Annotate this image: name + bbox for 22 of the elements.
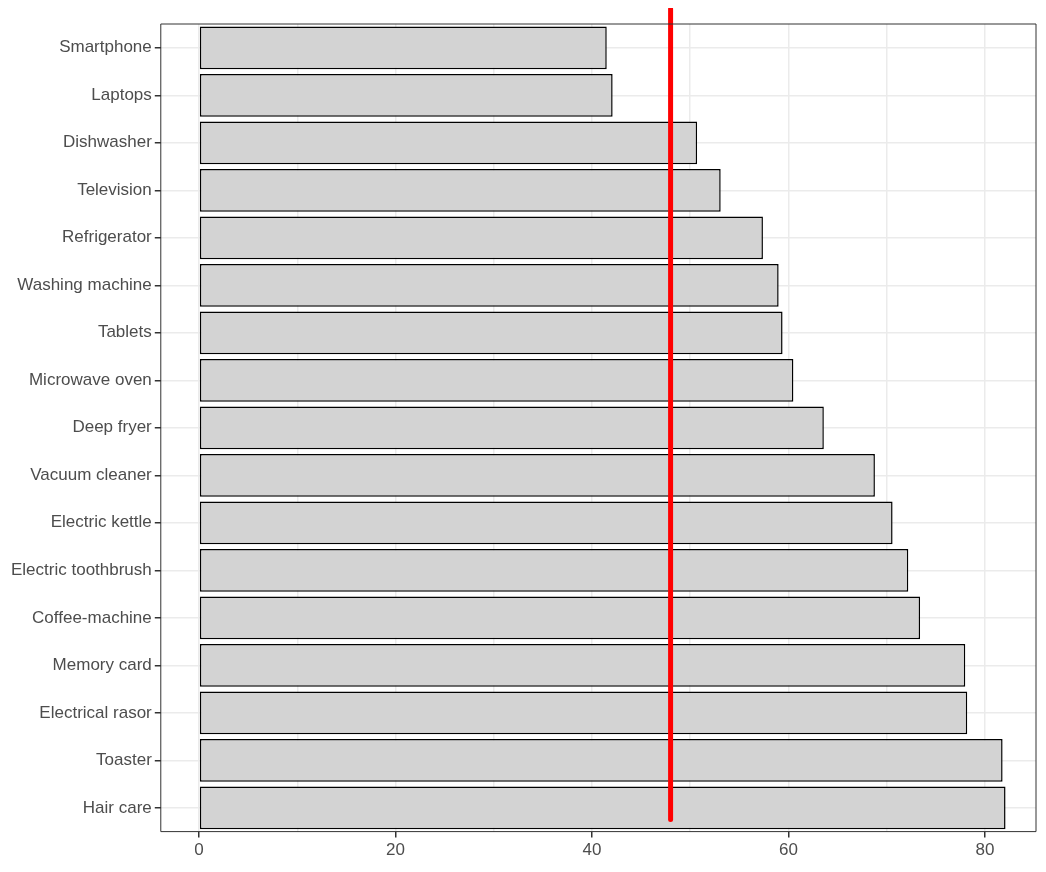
y-tick-label: Tablets <box>97 322 152 342</box>
y-tick-label: Television <box>77 179 152 199</box>
y-tick-label: Coffee-machine <box>32 607 152 627</box>
y-tick-label: Electrical rasor <box>39 702 153 722</box>
x-tick-label: 20 <box>386 840 406 860</box>
y-tick-label: Smartphone <box>59 37 152 57</box>
y-tick-label: Deep fryer <box>72 417 153 437</box>
y-tick-label: Washing machine <box>17 274 152 294</box>
x-tick-label: 40 <box>582 840 602 860</box>
y-tick-label: Hair care <box>82 797 152 817</box>
y-tick-label: Electric toothbrush <box>10 560 152 580</box>
y-tick-label: Memory card <box>52 655 152 675</box>
x-tick-label: 60 <box>779 840 798 860</box>
y-tick-label: Toaster <box>96 750 153 770</box>
y-tick-label: Microwave oven <box>28 369 152 389</box>
y-tick-label: Dishwasher <box>62 132 153 152</box>
x-tick-label: 0 <box>194 840 204 860</box>
y-tick-label: Electric kettle <box>50 512 152 532</box>
y-tick-label: Vacuum cleaner <box>30 464 153 484</box>
y-tick-label: Refrigerator <box>62 227 153 247</box>
x-tick-label: 80 <box>975 840 995 860</box>
y-tick-label: Laptops <box>91 84 152 104</box>
